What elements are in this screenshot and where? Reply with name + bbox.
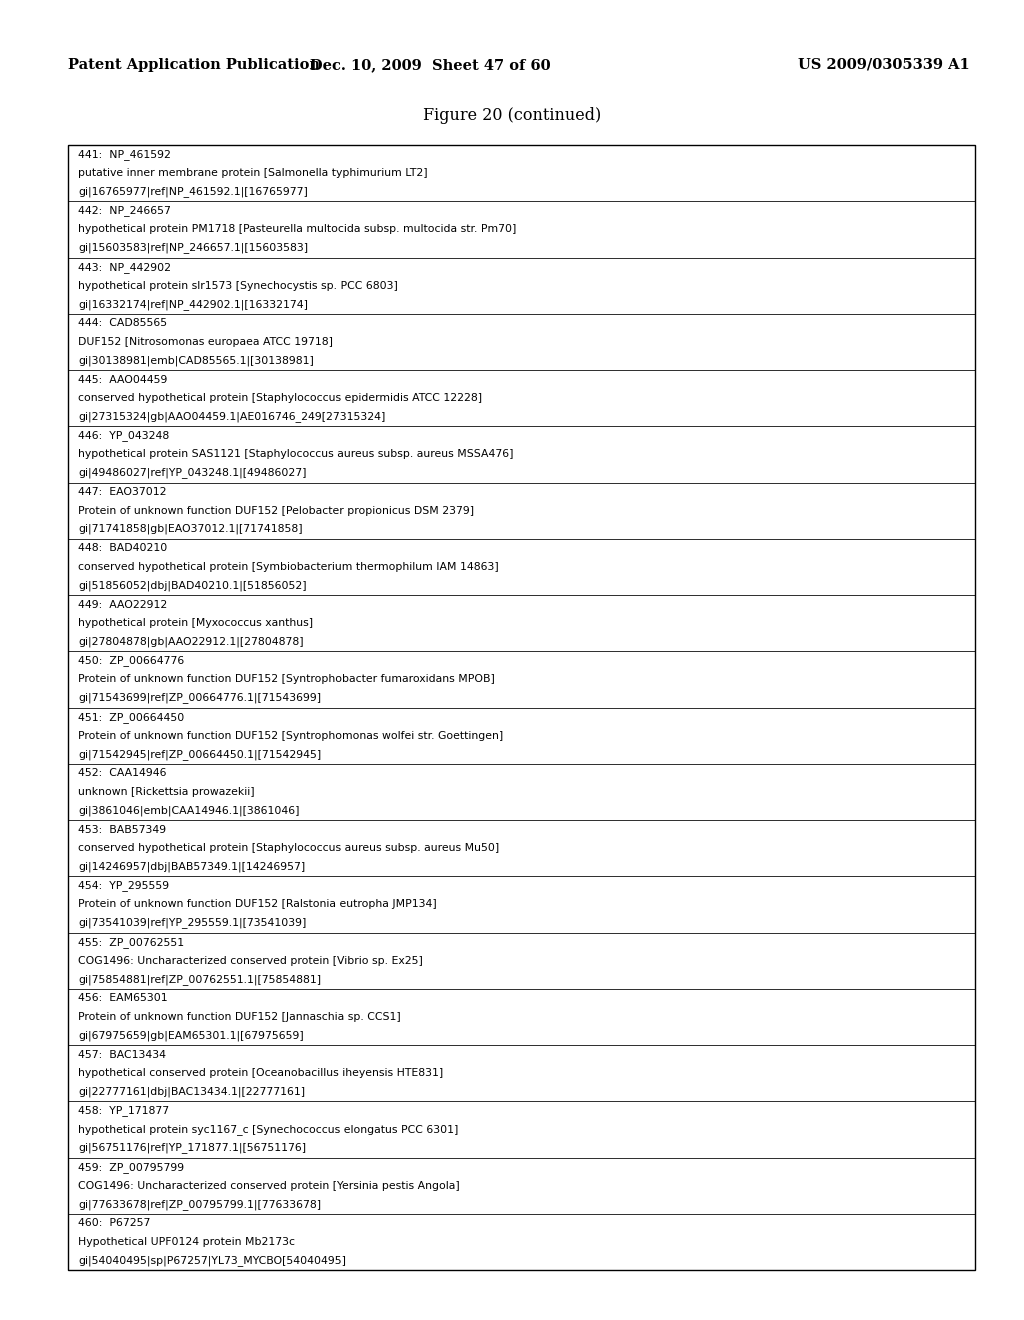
Text: 456:  EAM65301: 456: EAM65301 (78, 994, 168, 1003)
Text: DUF152 [Nitrosomonas europaea ATCC 19718]: DUF152 [Nitrosomonas europaea ATCC 19718… (78, 337, 333, 347)
Text: gi|16332174|ref|NP_442902.1|[16332174]: gi|16332174|ref|NP_442902.1|[16332174] (78, 298, 308, 310)
Text: 460:  P67257: 460: P67257 (78, 1218, 151, 1229)
Bar (68, 1101, 975, 1158)
Text: Protein of unknown function DUF152 [Syntrophobacter fumaroxidans MPOB]: Protein of unknown function DUF152 [Synt… (78, 675, 495, 684)
Text: hypothetical protein SAS1121 [Staphylococcus aureus subsp. aureus MSSA476]: hypothetical protein SAS1121 [Staphyloco… (78, 449, 513, 459)
Text: 452:  CAA14946: 452: CAA14946 (78, 768, 167, 779)
Bar (68, 651, 975, 708)
Text: 454:  YP_295559: 454: YP_295559 (78, 880, 169, 891)
Text: hypothetical conserved protein [Oceanobacillus iheyensis HTE831]: hypothetical conserved protein [Oceanoba… (78, 1068, 443, 1078)
Text: gi|30138981|emb|CAD85565.1|[30138981]: gi|30138981|emb|CAD85565.1|[30138981] (78, 355, 314, 366)
Text: Dec. 10, 2009  Sheet 47 of 60: Dec. 10, 2009 Sheet 47 of 60 (309, 58, 550, 73)
Text: Patent Application Publication: Patent Application Publication (68, 58, 319, 73)
Text: gi|51856052|dbj|BAD40210.1|[51856052]: gi|51856052|dbj|BAD40210.1|[51856052] (78, 581, 306, 590)
Text: Protein of unknown function DUF152 [Syntrophomonas wolfei str. Goettingen]: Protein of unknown function DUF152 [Synt… (78, 731, 503, 741)
Text: gi|71543699|ref|ZP_00664776.1|[71543699]: gi|71543699|ref|ZP_00664776.1|[71543699] (78, 693, 322, 704)
Bar (68, 145, 975, 201)
Text: putative inner membrane protein [Salmonella typhimurium LT2]: putative inner membrane protein [Salmone… (78, 168, 428, 178)
Text: gi|3861046|emb|CAA14946.1|[3861046]: gi|3861046|emb|CAA14946.1|[3861046] (78, 805, 299, 816)
Text: 459:  ZP_00795799: 459: ZP_00795799 (78, 1162, 184, 1172)
Bar (68, 1045, 975, 1101)
Text: 457:  BAC13434: 457: BAC13434 (78, 1049, 166, 1060)
Text: gi|56751176|ref|YP_171877.1|[56751176]: gi|56751176|ref|YP_171877.1|[56751176] (78, 1143, 306, 1154)
Text: unknown [Rickettsia prowazekii]: unknown [Rickettsia prowazekii] (78, 787, 255, 797)
Text: Hypothetical UPF0124 protein Mb2173c: Hypothetical UPF0124 protein Mb2173c (78, 1237, 295, 1247)
Text: 445:  AAO04459: 445: AAO04459 (78, 375, 167, 384)
Bar (68, 314, 975, 370)
Text: 447:  EAO37012: 447: EAO37012 (78, 487, 167, 498)
Text: 453:  BAB57349: 453: BAB57349 (78, 825, 166, 834)
Bar (68, 426, 975, 483)
Text: 441:  NP_461592: 441: NP_461592 (78, 149, 171, 160)
Text: hypothetical protein [Myxococcus xanthus]: hypothetical protein [Myxococcus xanthus… (78, 618, 313, 628)
Text: 449:  AAO22912: 449: AAO22912 (78, 599, 167, 610)
Bar (68, 708, 975, 764)
Text: COG1496: Uncharacterized conserved protein [Yersinia pestis Angola]: COG1496: Uncharacterized conserved prote… (78, 1180, 460, 1191)
Text: gi|15603583|ref|NP_246657.1|[15603583]: gi|15603583|ref|NP_246657.1|[15603583] (78, 243, 308, 253)
Text: Protein of unknown function DUF152 [Jannaschia sp. CCS1]: Protein of unknown function DUF152 [Jann… (78, 1012, 400, 1022)
Text: 458:  YP_171877: 458: YP_171877 (78, 1105, 169, 1117)
Text: hypothetical protein PM1718 [Pasteurella multocida subsp. multocida str. Pm70]: hypothetical protein PM1718 [Pasteurella… (78, 224, 516, 235)
Text: hypothetical protein syc1167_c [Synechococcus elongatus PCC 6301]: hypothetical protein syc1167_c [Synechoc… (78, 1123, 459, 1135)
Bar (68, 145, 975, 1270)
Text: 451:  ZP_00664450: 451: ZP_00664450 (78, 711, 184, 722)
Text: gi|14246957|dbj|BAB57349.1|[14246957]: gi|14246957|dbj|BAB57349.1|[14246957] (78, 862, 305, 873)
Text: gi|73541039|ref|YP_295559.1|[73541039]: gi|73541039|ref|YP_295559.1|[73541039] (78, 917, 306, 928)
Bar (68, 539, 975, 595)
Text: Protein of unknown function DUF152 [Pelobacter propionicus DSM 2379]: Protein of unknown function DUF152 [Pelo… (78, 506, 474, 516)
Text: gi|49486027|ref|YP_043248.1|[49486027]: gi|49486027|ref|YP_043248.1|[49486027] (78, 467, 306, 478)
Text: 443:  NP_442902: 443: NP_442902 (78, 261, 171, 272)
Text: gi|16765977|ref|NP_461592.1|[16765977]: gi|16765977|ref|NP_461592.1|[16765977] (78, 186, 308, 197)
Text: Figure 20 (continued): Figure 20 (continued) (423, 107, 601, 124)
Bar (68, 932, 975, 989)
Text: 444:  CAD85565: 444: CAD85565 (78, 318, 167, 329)
Text: gi|27315324|gb|AAO04459.1|AE016746_249[27315324]: gi|27315324|gb|AAO04459.1|AE016746_249[2… (78, 412, 385, 422)
Text: 446:  YP_043248: 446: YP_043248 (78, 430, 169, 441)
Text: conserved hypothetical protein [Staphylococcus epidermidis ATCC 12228]: conserved hypothetical protein [Staphylo… (78, 393, 482, 403)
Text: gi|27804878|gb|AAO22912.1|[27804878]: gi|27804878|gb|AAO22912.1|[27804878] (78, 636, 304, 647)
Bar (68, 201, 975, 257)
Text: gi|22777161|dbj|BAC13434.1|[22777161]: gi|22777161|dbj|BAC13434.1|[22777161] (78, 1086, 305, 1097)
Bar (68, 370, 975, 426)
Text: 450:  ZP_00664776: 450: ZP_00664776 (78, 655, 184, 667)
Text: conserved hypothetical protein [Staphylococcus aureus subsp. aureus Mu50]: conserved hypothetical protein [Staphylo… (78, 843, 500, 853)
Bar (68, 257, 975, 314)
Text: gi|67975659|gb|EAM65301.1|[67975659]: gi|67975659|gb|EAM65301.1|[67975659] (78, 1030, 304, 1040)
Bar (68, 764, 975, 820)
Text: 448:  BAD40210: 448: BAD40210 (78, 544, 167, 553)
Text: 455:  ZP_00762551: 455: ZP_00762551 (78, 937, 184, 948)
Bar (68, 483, 975, 539)
Text: gi|77633678|ref|ZP_00795799.1|[77633678]: gi|77633678|ref|ZP_00795799.1|[77633678] (78, 1199, 322, 1209)
Text: 442:  NP_246657: 442: NP_246657 (78, 206, 171, 216)
Text: gi|75854881|ref|ZP_00762551.1|[75854881]: gi|75854881|ref|ZP_00762551.1|[75854881] (78, 974, 322, 985)
Text: COG1496: Uncharacterized conserved protein [Vibrio sp. Ex25]: COG1496: Uncharacterized conserved prote… (78, 956, 423, 966)
Text: gi|71542945|ref|ZP_00664450.1|[71542945]: gi|71542945|ref|ZP_00664450.1|[71542945] (78, 748, 322, 759)
Text: Protein of unknown function DUF152 [Ralstonia eutropha JMP134]: Protein of unknown function DUF152 [Rals… (78, 899, 437, 909)
Bar (68, 989, 975, 1045)
Text: hypothetical protein slr1573 [Synechocystis sp. PCC 6803]: hypothetical protein slr1573 [Synechocys… (78, 281, 398, 290)
Bar (68, 1214, 975, 1270)
Bar (68, 820, 975, 876)
Text: gi|71741858|gb|EAO37012.1|[71741858]: gi|71741858|gb|EAO37012.1|[71741858] (78, 524, 303, 535)
Text: gi|54040495|sp|P67257|YL73_MYCBO[54040495]: gi|54040495|sp|P67257|YL73_MYCBO[5404049… (78, 1255, 346, 1266)
Bar (68, 595, 975, 651)
Text: US 2009/0305339 A1: US 2009/0305339 A1 (799, 58, 970, 73)
Bar (68, 1158, 975, 1214)
Bar (68, 876, 975, 932)
Text: conserved hypothetical protein [Symbiobacterium thermophilum IAM 14863]: conserved hypothetical protein [Symbioba… (78, 562, 499, 572)
